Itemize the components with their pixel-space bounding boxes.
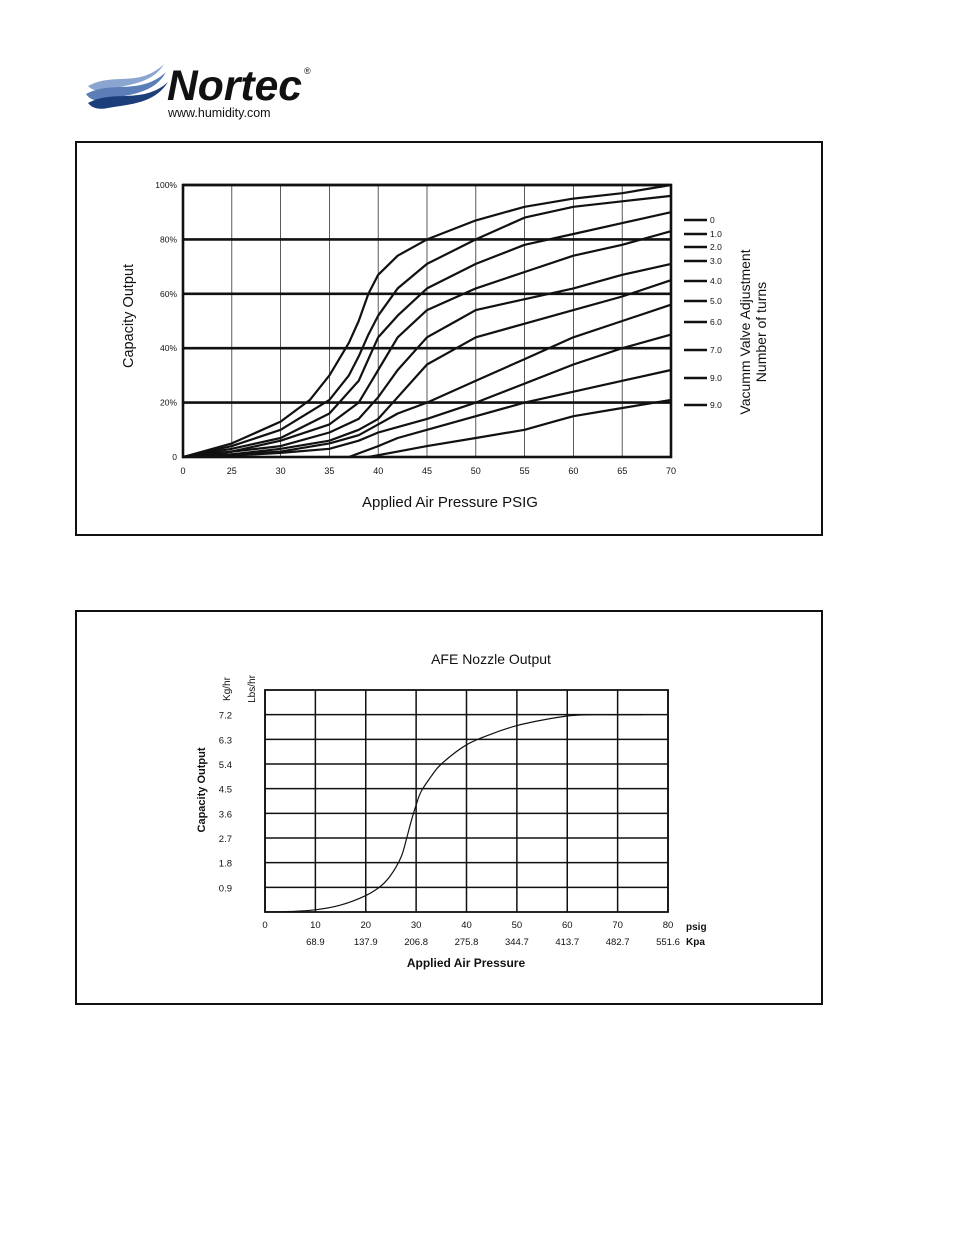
chart1-x-tick-label: 30 <box>276 466 286 476</box>
chart1-legend-title-line2: Number of turns <box>753 282 769 382</box>
chart2-x-unit-psig: psig <box>686 922 707 933</box>
capacity-output-chart-panel: 0 1.0 2.0 3.0 4.0 5.0 6.0 7.0 9.0 9.0 0 25 30 35 40 45… <box>75 141 823 536</box>
chart1-y-tick-label: 0 <box>172 452 177 462</box>
chart1-series-line <box>182 183 672 459</box>
chart2-y-tick-label: 1.8 <box>219 859 232 870</box>
chart2-y-tick-label: 4.5 <box>219 785 232 796</box>
chart1-x-tick-label: 70 <box>666 466 676 476</box>
chart2-x-tick-label: 60 <box>562 920 573 931</box>
chart2-x-tick-label: 80 <box>663 920 674 931</box>
chart2-y-tick-label: 5.4 <box>219 760 232 771</box>
chart2-kpa-tick-label: 344.7 <box>505 937 529 948</box>
chart1-y-tick-label: 40% <box>160 343 177 353</box>
chart1-series-line <box>182 230 672 459</box>
chart1-series-line <box>348 368 672 459</box>
chart2-title: AFE Nozzle Output <box>431 651 551 667</box>
logo-wave-3 <box>88 82 168 109</box>
chart2-ylabel: Capacity Output <box>196 747 208 832</box>
chart2-x-tick-label: 50 <box>512 920 523 931</box>
chart1-x-tick-label: 65 <box>617 466 627 476</box>
chart1-grid <box>181 183 673 459</box>
chart1-x-tick-label: 45 <box>422 466 432 476</box>
chart2-plot-frame <box>264 689 669 913</box>
chart1-x-tick-label: 35 <box>324 466 334 476</box>
chart2-kpa-tick-label: 275.8 <box>455 937 479 948</box>
chart1-x-tick-label: 60 <box>568 466 578 476</box>
chart1-legend-label: 0 <box>710 215 715 225</box>
chart2-ticks: 0 10 20 30 40 50 60 70 80 68.9 137.9 206.8 275.8 344.… <box>219 711 680 948</box>
chart1-legend: 0 1.0 2.0 3.0 4.0 5.0 6.0 7.0 9.0 9.0 <box>684 215 722 410</box>
chart2-x-tick-label: 0 <box>262 920 267 931</box>
nortec-logo: Nortec ® www.humidity.com <box>84 58 324 124</box>
chart1-legend-label: 2.0 <box>710 242 722 252</box>
chart1-legend-label: 5.0 <box>710 296 722 306</box>
chart2-x-tick-label: 10 <box>310 920 321 931</box>
chart1-series-line <box>368 398 672 459</box>
chart2-series <box>264 713 643 913</box>
chart2-y-tick-label: 7.2 <box>219 711 232 722</box>
chart1-y-tick-label: 60% <box>160 289 177 299</box>
chart1-x-tick-label: 25 <box>227 466 237 476</box>
chart2-kpa-tick-label: 137.9 <box>354 937 378 948</box>
chart1-x-tick-label: 0 <box>180 466 185 476</box>
chart1-series-line <box>182 211 672 459</box>
chart2-y-unit-kg: Kg/hr <box>222 676 233 701</box>
logo-wave-2 <box>86 72 166 101</box>
chart1-series-line <box>182 303 672 459</box>
chart1-legend-label: 6.0 <box>710 317 722 327</box>
chart2-y-tick-label: 6.3 <box>219 735 232 746</box>
chart1-xlabel: Applied Air Pressure PSIG <box>362 494 538 511</box>
chart1-legend-title-line1: Vacumm Valve Adjustment <box>737 249 753 414</box>
chart1-series <box>182 183 672 459</box>
chart1-series-line <box>182 279 672 459</box>
chart2-kpa-tick-label: 551.6 <box>656 937 680 948</box>
chart1-y-tick-label: 80% <box>160 234 177 244</box>
chart1-legend-label: 7.0 <box>710 345 722 355</box>
chart1-legend-label: 9.0 <box>710 373 722 383</box>
afe-nozzle-chart-panel: AFE Nozzle Output 0 10 20 30 40 50 60 70 80 68.9 1… <box>75 610 823 1005</box>
chart2-x-tick-label: 40 <box>461 920 472 931</box>
chart2-x-unit-kpa: Kpa <box>686 937 705 948</box>
logo-registered-mark: ® <box>304 66 311 76</box>
chart2-kpa-tick-label: 206.8 <box>404 937 428 948</box>
chart1-series-line <box>182 333 672 459</box>
chart2-kpa-tick-label: 482.7 <box>606 937 630 948</box>
afe-nozzle-output-chart: AFE Nozzle Output 0 10 20 30 40 50 60 70 80 68.9 1… <box>196 651 707 970</box>
chart1-y-tick-label: 20% <box>160 398 177 408</box>
chart1-legend-label: 3.0 <box>710 256 722 266</box>
logo-brand-name: Nortec <box>167 62 302 110</box>
chart1-ticks: 0 25 30 35 40 45 50 55 60 65 70 0 20% 40% 60% 80% 100% <box>155 180 676 476</box>
chart1-y-tick-label: 100% <box>155 180 177 190</box>
chart1-series-line <box>182 262 672 459</box>
chart1-x-tick-label: 55 <box>520 466 530 476</box>
chart2-xlabel: Applied Air Pressure <box>407 956 526 970</box>
chart2-series-line <box>264 713 643 913</box>
chart2-x-tick-label: 30 <box>411 920 422 931</box>
chart1-x-tick-label: 50 <box>471 466 481 476</box>
chart1-legend-label: 1.0 <box>710 229 722 239</box>
chart2-y-tick-label: 0.9 <box>219 883 232 894</box>
chart2-kpa-tick-label: 413.7 <box>555 937 579 948</box>
chart2-y-unit-lbs: Lbs/hr <box>247 674 258 702</box>
chart2-x-tick-label: 70 <box>612 920 623 931</box>
chart2-kpa-tick-label: 68.9 <box>306 937 325 948</box>
chart1-plot-frame <box>181 183 673 459</box>
chart1-x-tick-label: 40 <box>373 466 383 476</box>
chart1-legend-label: 4.0 <box>710 276 722 286</box>
logo-website: www.humidity.com <box>167 106 271 120</box>
chart2-y-tick-label: 3.6 <box>219 809 232 820</box>
logo-wave-1 <box>88 64 164 91</box>
logo-graphic: Nortec ® www.humidity.com <box>86 62 311 120</box>
chart1-legend-label: 9.0 <box>710 400 722 410</box>
chart1-series-line <box>182 194 672 459</box>
chart2-x-tick-label: 20 <box>360 920 371 931</box>
chart2-grid <box>264 689 669 913</box>
capacity-output-chart: 0 1.0 2.0 3.0 4.0 5.0 6.0 7.0 9.0 9.0 0 25 30 35 40 45… <box>121 180 769 511</box>
chart1-ylabel: Capacity Output <box>121 264 137 368</box>
chart2-y-tick-label: 2.7 <box>219 834 232 845</box>
